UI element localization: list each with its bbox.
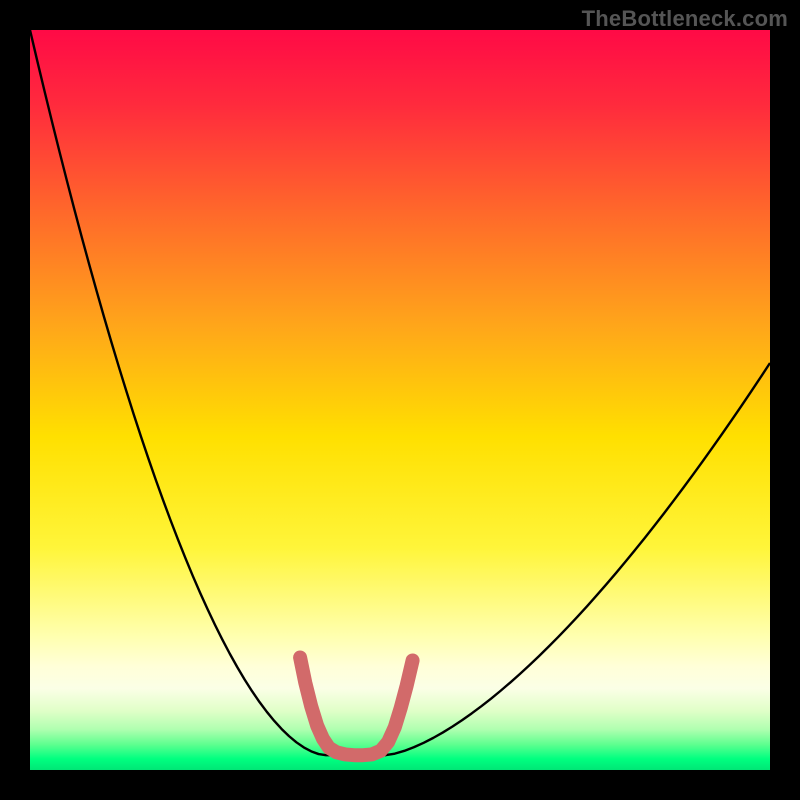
chart-container: TheBottleneck.com xyxy=(0,0,800,800)
chart-gradient-background xyxy=(30,30,770,770)
watermark-text: TheBottleneck.com xyxy=(582,6,788,32)
bottleneck-v-chart xyxy=(0,0,800,800)
